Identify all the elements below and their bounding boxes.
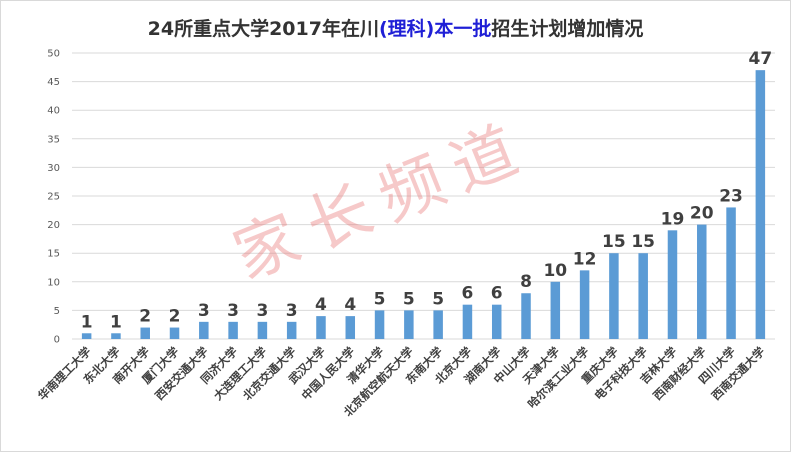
y-tick-label: 50 bbox=[47, 49, 60, 60]
y-tick-label: 30 bbox=[47, 163, 60, 174]
bar bbox=[579, 270, 590, 339]
bar bbox=[345, 316, 356, 339]
bar bbox=[609, 253, 619, 339]
bar bbox=[697, 224, 707, 339]
bar bbox=[667, 230, 678, 339]
bar bbox=[81, 333, 92, 339]
data-label: 3 bbox=[286, 301, 298, 321]
y-tick-label: 15 bbox=[47, 249, 60, 260]
data-label: 5 bbox=[403, 289, 415, 309]
gridlines bbox=[72, 52, 775, 340]
data-label: 8 bbox=[520, 272, 532, 292]
data-label: 1 bbox=[81, 312, 93, 332]
title-suffix: 招生计划增加情况 bbox=[491, 18, 644, 40]
data-label: 5 bbox=[432, 289, 444, 309]
bar bbox=[111, 333, 121, 339]
data-label: 20 bbox=[690, 204, 714, 224]
bar bbox=[726, 207, 736, 339]
data-label: 6 bbox=[491, 284, 503, 304]
bar bbox=[638, 253, 648, 339]
data-label: 1 bbox=[110, 312, 122, 332]
data-label: 15 bbox=[602, 232, 626, 252]
bar bbox=[491, 304, 502, 339]
y-tick-label: 5 bbox=[54, 306, 60, 317]
data-label: 2 bbox=[169, 307, 181, 327]
data-label: 19 bbox=[661, 209, 685, 229]
data-label: 12 bbox=[573, 249, 597, 269]
y-tick-label: 45 bbox=[47, 77, 60, 88]
bar bbox=[199, 321, 209, 339]
y-tick-label: 25 bbox=[47, 192, 60, 203]
bar bbox=[140, 327, 150, 339]
bar bbox=[316, 316, 326, 339]
data-label: 5 bbox=[374, 289, 386, 309]
x-axis-ticks: 华南理工大学东北大学南开大学厦门大学西安交通大学同济大学大连理工大学北京交通大学… bbox=[35, 344, 768, 419]
data-label: 2 bbox=[139, 307, 151, 327]
data-label: 4 bbox=[315, 295, 327, 315]
y-tick-label: 35 bbox=[47, 134, 60, 145]
data-label: 6 bbox=[462, 284, 474, 304]
chart-title: 24所重点大学2017年在川(理科)本一批招生计划增加情况 bbox=[0, 14, 791, 41]
y-tick-label: 20 bbox=[47, 220, 60, 231]
y-tick-label: 10 bbox=[47, 277, 60, 288]
data-label: 4 bbox=[344, 295, 356, 315]
data-label: 47 bbox=[749, 49, 773, 69]
bar bbox=[228, 321, 238, 339]
title-prefix: 24所重点大学2017年在川 bbox=[147, 18, 379, 40]
data-label: 3 bbox=[198, 301, 210, 321]
bar bbox=[462, 304, 473, 339]
bar bbox=[404, 310, 414, 339]
y-tick-label: 40 bbox=[47, 106, 60, 117]
data-label: 3 bbox=[256, 301, 268, 321]
bar bbox=[521, 293, 531, 339]
data-label: 15 bbox=[631, 232, 655, 252]
bar bbox=[169, 327, 180, 339]
bar bbox=[550, 281, 561, 339]
bars bbox=[81, 70, 766, 339]
data-label: 23 bbox=[719, 186, 743, 206]
bar bbox=[257, 321, 268, 339]
bar bbox=[374, 310, 385, 339]
title-highlight: (理科)本一批 bbox=[378, 18, 492, 40]
bar bbox=[433, 310, 443, 339]
bar bbox=[755, 70, 766, 339]
data-label: 3 bbox=[227, 301, 239, 321]
data-label: 10 bbox=[543, 261, 567, 281]
y-tick-label: 0 bbox=[54, 335, 60, 346]
y-axis-ticks: 0 5 10 15 20 25 30 35 40 45 50 bbox=[47, 49, 60, 346]
bar bbox=[286, 321, 297, 339]
